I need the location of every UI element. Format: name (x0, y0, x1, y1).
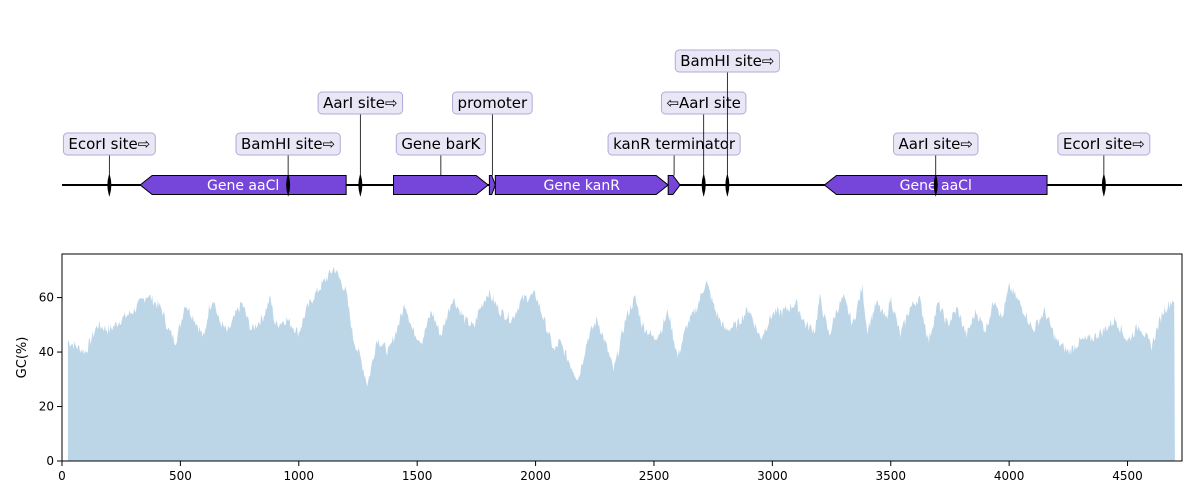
site-label: ⇦AarI site (666, 94, 740, 112)
x-tick-label: 2000 (520, 469, 551, 483)
label-box (674, 49, 780, 73)
x-tick-label: 3000 (757, 469, 788, 483)
feature-arrow (139, 175, 347, 195)
feature-arrow (494, 175, 669, 195)
feature-label: kanR terminator (613, 135, 736, 153)
feature-label: Gene kanR (544, 178, 621, 194)
y-tick-label: 40 (39, 345, 54, 359)
label-box (660, 91, 747, 115)
feature-arrow (667, 175, 681, 195)
feature-label: Gene barK (401, 135, 481, 153)
restriction-site-marker (358, 174, 363, 197)
gc-plot-frame (61, 253, 1183, 462)
restriction-site-marker (701, 174, 706, 197)
feature-arrow (488, 175, 496, 195)
y-axis-label: GC(%) (15, 337, 30, 379)
label-box (892, 132, 979, 156)
restriction-site-marker (725, 174, 730, 197)
restriction-site-marker (933, 174, 938, 197)
feature-label: promoter (458, 94, 528, 112)
site-label: EcorI site⇨ (68, 135, 150, 153)
gc-content-plot: 0 500 1000 1500 2000 2500 3000 3500 4000 4500 0 20 4… (15, 253, 1183, 483)
x-tick-label: 1500 (402, 469, 433, 483)
site-label: AarI site⇨ (898, 135, 972, 153)
site-label: AarI site⇨ (323, 94, 397, 112)
x-tick-label: 500 (169, 469, 192, 483)
x-tick-label: 4500 (1112, 469, 1143, 483)
y-tick-label: 20 (39, 400, 54, 414)
label-box (62, 132, 156, 156)
label-box (607, 132, 741, 156)
x-tick-label: 4000 (994, 469, 1025, 483)
gc-area (67, 267, 1175, 461)
restriction-site-marker (1101, 174, 1106, 197)
label-box (452, 91, 533, 115)
label-box (317, 91, 404, 115)
site-label: BamHI site⇨ (680, 52, 774, 70)
feature-label: Gene aaCl (207, 178, 279, 194)
y-tick-label: 60 (39, 291, 54, 305)
y-tick-label: 0 (46, 454, 54, 468)
x-tick-label: 3500 (875, 469, 906, 483)
site-label: BamHI site⇨ (241, 135, 335, 153)
restriction-site-marker (107, 174, 112, 197)
x-tick-label: 0 (58, 469, 66, 483)
x-tick-label: 1000 (284, 469, 315, 483)
x-tick-label: 2500 (639, 469, 670, 483)
site-label: EcorI site⇨ (1063, 135, 1145, 153)
feature-arrow (393, 175, 490, 195)
label-box (235, 132, 341, 156)
restriction-site-marker (286, 174, 291, 197)
label-box (1057, 132, 1151, 156)
label-box (395, 132, 486, 156)
